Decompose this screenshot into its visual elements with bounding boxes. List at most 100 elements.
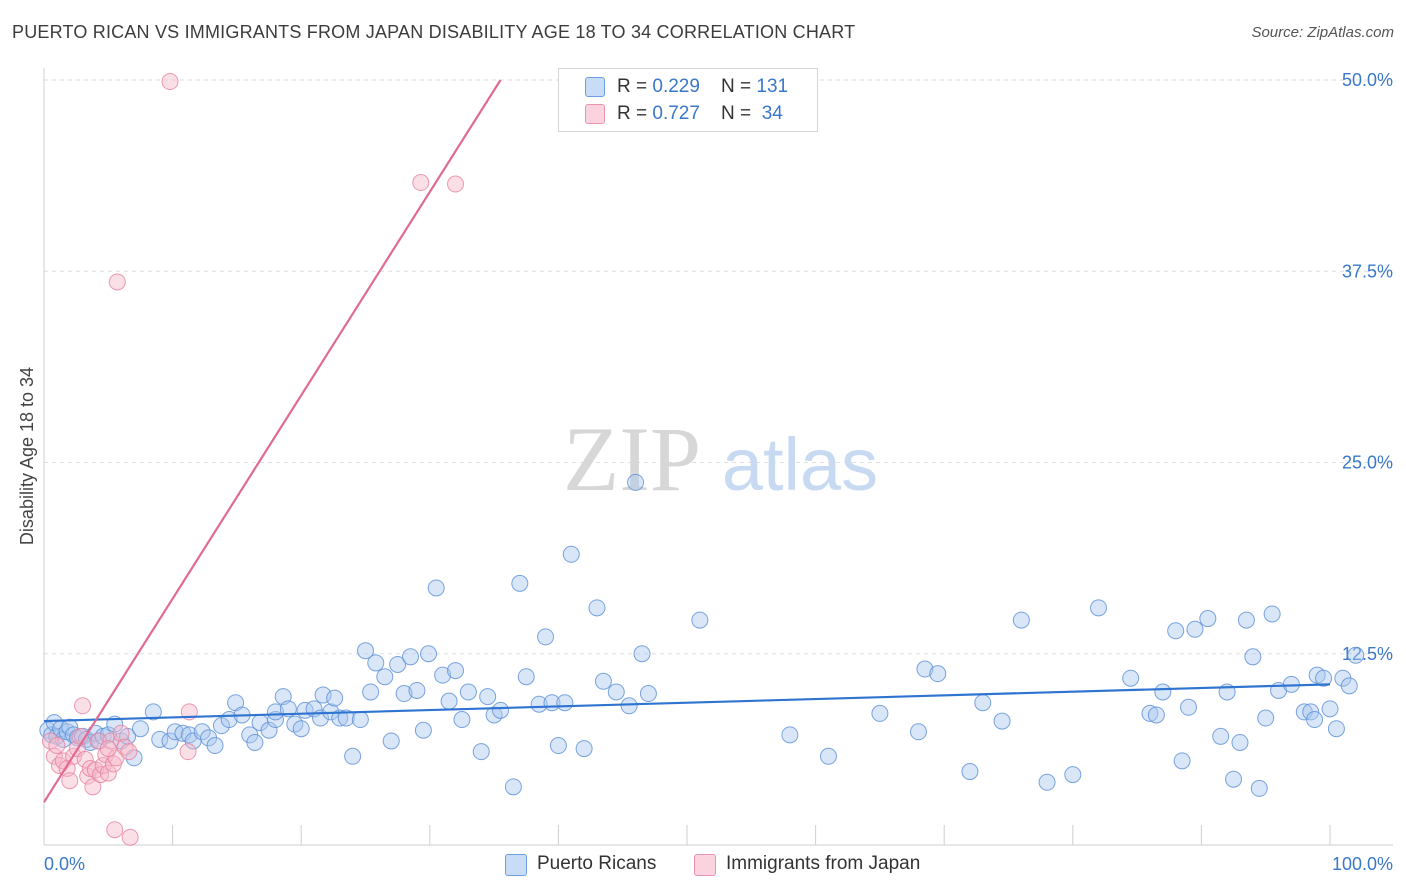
point-puerto-ricans [1173,752,1191,770]
point-puerto-ricans [504,778,522,796]
point-puerto-ricans [434,666,452,684]
point-puerto-ricans [974,694,992,712]
watermark-atlas: atlas [722,423,878,506]
point-puerto-ricans [479,688,497,706]
y-tick-label: 12.5% [1342,644,1393,664]
point-puerto-ricans [633,645,651,663]
legend-n-value: 34 [761,103,783,124]
point-puerto-ricans [357,642,374,660]
bottom-legend-swatch-pink [694,854,716,876]
x-tick-label-0: 0.0% [44,854,85,874]
point-immigrants-japan [112,724,130,742]
point-puerto-ricans [929,665,947,683]
point-puerto-ricans [1250,779,1268,797]
point-puerto-ricans [1141,704,1159,722]
point-immigrants-japan [179,743,197,761]
point-puerto-ricans [362,683,380,701]
point-immigrants-japan [84,778,102,796]
point-puerto-ricans [440,692,458,710]
point-puerto-ricans [819,747,837,765]
point-puerto-ricans [1237,611,1255,629]
point-puerto-ricans [691,611,709,629]
y-tick-label: 25.0% [1342,453,1393,473]
point-puerto-ricans [459,683,477,701]
point-puerto-ricans [414,721,432,739]
point-puerto-ricans [367,654,385,672]
point-puerto-ricans [453,711,471,729]
point-puerto-ricans [408,681,426,699]
point-puerto-ricans [993,712,1011,730]
point-puerto-ricans [871,704,889,722]
point-immigrants-japan [412,174,430,192]
point-puerto-ricans [1154,683,1172,701]
point-puerto-ricans [1263,605,1281,623]
grid-layer [44,79,1393,655]
point-puerto-ricans [1231,733,1249,751]
point-puerto-ricans [1347,646,1365,664]
point-puerto-ricans [337,709,355,727]
point-puerto-ricans [389,655,407,673]
point-puerto-ricans [1038,773,1056,791]
point-puerto-ricans [530,695,548,713]
point-puerto-ricans [909,723,927,741]
point-puerto-ricans [961,763,979,781]
point-puerto-ricans [1012,611,1030,629]
point-puerto-ricans [427,579,445,597]
point-puerto-ricans [1212,727,1230,745]
point-puerto-ricans [144,703,162,721]
point-puerto-ricans [292,720,310,738]
legend-swatch-pink [585,104,605,124]
point-immigrants-japan [76,750,94,768]
correlation-legend: R = 0.229 N = 131 R = 0.727 N = 34 [558,68,818,132]
bottom-legend-label: Immigrants from Japan [726,853,921,874]
point-puerto-ricans [1122,669,1140,687]
bottom-legend-swatch-blue [505,854,527,876]
point-puerto-ricans [1257,709,1275,727]
point-puerto-ricans [382,732,400,750]
point-puerto-ricans [916,660,934,678]
point-immigrants-japan [447,175,465,193]
point-immigrants-japan [120,743,138,761]
point-puerto-ricans [588,599,606,617]
point-immigrants-japan [108,273,126,291]
point-puerto-ricans [537,628,555,646]
point-puerto-ricans [562,545,580,563]
axis-layer: 12.5% 25.0% 37.5% 50.0% [43,68,1393,846]
point-immigrants-japan [121,828,139,846]
point-puerto-ricans [420,645,438,663]
y-tick-label: 50.0% [1342,70,1393,90]
point-puerto-ricans [517,668,535,686]
legend-r-value: 0.727 [652,103,700,124]
point-puerto-ricans [193,723,211,741]
point-immigrants-japan [99,740,117,758]
point-immigrants-japan [99,764,117,782]
point-puerto-ricans [472,743,490,761]
legend-swatch-blue [585,77,605,97]
point-immigrants-japan [161,73,179,91]
point-puerto-ricans [511,574,529,592]
point-puerto-ricans [279,700,297,718]
point-puerto-ricans [1302,703,1320,721]
watermark-zip: ZIP [563,408,701,510]
legend-r-label: R = [617,76,653,97]
point-puerto-ricans [344,747,362,765]
point-immigrants-japan [61,772,79,790]
trend-line-immigrants-japan [43,79,502,803]
point-puerto-ricans [447,662,465,680]
point-puerto-ricans [1315,669,1333,687]
point-puerto-ricans [161,732,179,750]
point-puerto-ricans [45,714,63,732]
point-puerto-ricans [206,737,224,755]
legend-n-label: N = [721,103,757,124]
point-puerto-ricans [492,701,510,719]
point-puerto-ricans [1225,770,1243,788]
point-puerto-ricans [1147,706,1165,724]
point-puerto-ricans [627,473,645,491]
point-puerto-ricans [395,685,413,703]
bottom-legend-label: Puerto Ricans [537,853,657,874]
point-puerto-ricans [781,726,799,744]
point-puerto-ricans [620,697,638,715]
point-puerto-ricans [266,703,284,721]
points-layer [39,73,1365,846]
